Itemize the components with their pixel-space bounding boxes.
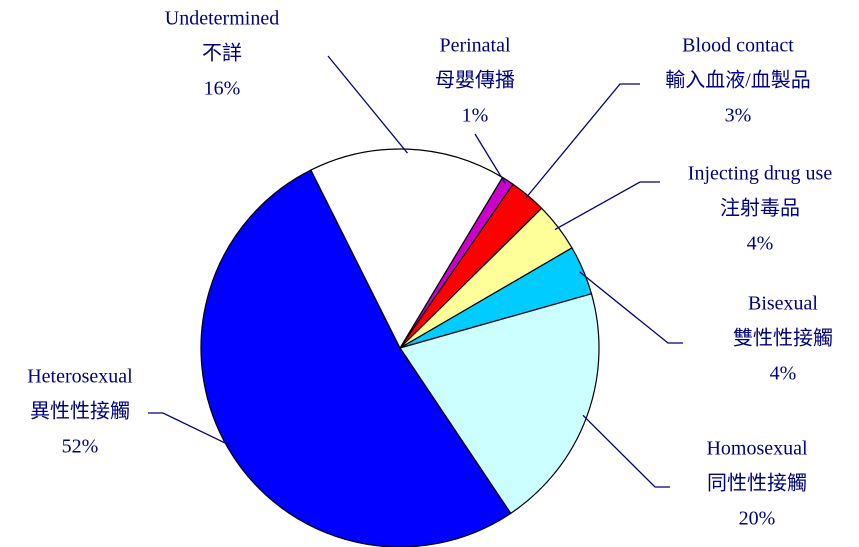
value-label: 52%	[62, 436, 99, 458]
slice-label: Blood contact	[682, 35, 794, 57]
pie-slice	[399, 293, 600, 515]
value-label: 16%	[204, 78, 241, 100]
value-label: 20%	[739, 508, 776, 530]
leader-line	[148, 412, 232, 447]
slice-label-zh: 雙性性接觸	[733, 327, 833, 350]
slice-label-zh: 不詳	[202, 42, 242, 65]
pie-slice	[200, 169, 512, 547]
leader-line	[327, 55, 408, 154]
value-label: 4%	[770, 363, 797, 385]
slice-label-zh: 母嬰傳播	[435, 69, 515, 92]
slice-label-zh: 同性性接觸	[707, 472, 807, 495]
slice-label-zh: 注射毒品	[720, 197, 800, 220]
pie-slice	[310, 148, 504, 350]
slice-label: Homosexual	[706, 438, 808, 460]
slice-label: Bisexual	[748, 293, 818, 315]
slice-label-zh: 輸入血液/血製品	[665, 69, 811, 92]
leader-line	[579, 271, 683, 344]
slice-label: Undetermined	[165, 8, 279, 30]
value-label: 1%	[462, 105, 489, 127]
value-label: 3%	[725, 105, 752, 127]
value-label: 4%	[747, 233, 774, 255]
slice-label: Heterosexual	[27, 366, 133, 388]
leader-line	[582, 414, 670, 488]
slice-label: Injecting drug use	[688, 163, 833, 185]
leader-line	[554, 181, 660, 231]
leader-line	[524, 83, 640, 200]
slice-label-zh: 異性性接觸	[30, 400, 130, 423]
slice-label: Perinatal	[439, 35, 511, 57]
